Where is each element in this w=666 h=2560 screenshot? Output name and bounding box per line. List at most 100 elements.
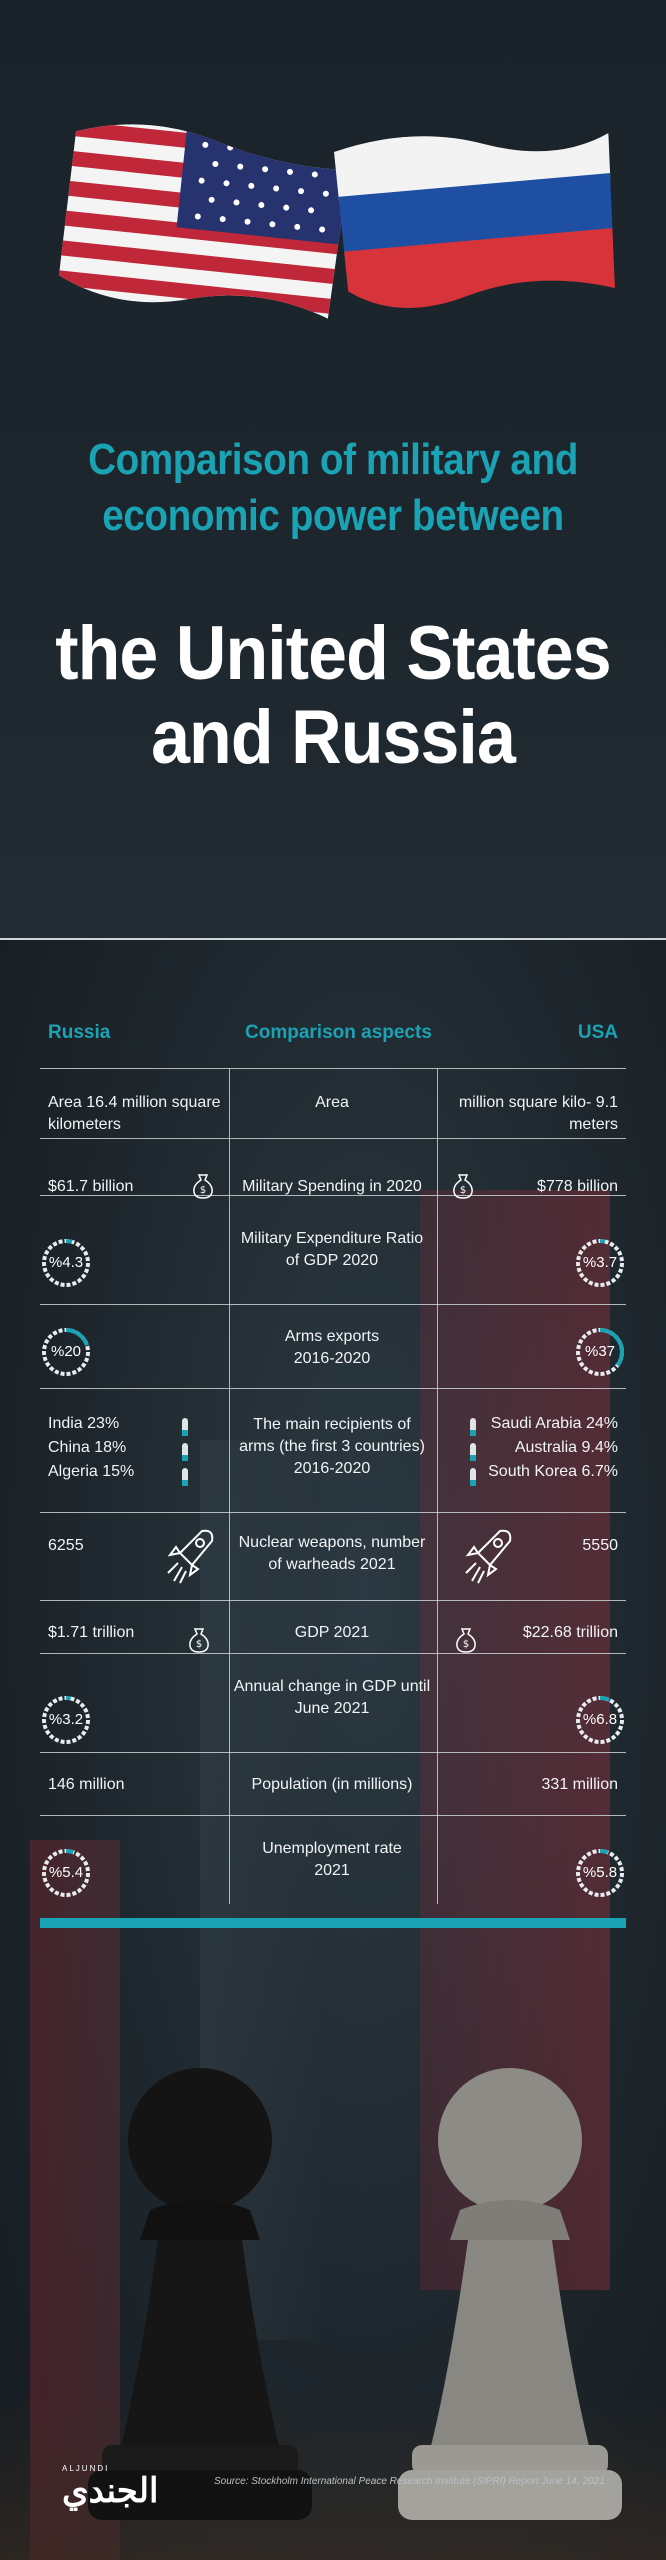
table-line [40,1138,626,1139]
table-line [40,1815,626,1816]
usa-area: million square kilo- 9.1 meters [458,1094,618,1133]
aspect-line: 2016-2020 [293,1460,371,1477]
table-line [40,1752,626,1753]
aspect-line: Arms exports [284,1328,380,1345]
money-bag-icon: $ [189,1628,209,1653]
list-item: Algeria 15% [48,1463,135,1480]
black-pawn-icon [88,2068,312,2520]
svg-text:$: $ [460,1185,466,1196]
section-divider [0,938,666,940]
page-subtitle: the United States and Russia [27,612,640,780]
table-line [40,1068,626,1069]
russia-gdp: $1.71 trillion [48,1624,135,1641]
aljundi-logo: ALJUNDI الجندي [62,2464,158,2509]
aspect-population: Population (in millions) [251,1776,413,1793]
table-line [40,1600,626,1601]
aspect-line: The main recipients of [253,1416,411,1433]
russia-recipients-list: India 23% China 18% Algeria 15% [48,1412,228,1484]
table-line [40,1512,626,1513]
russia-arms-exports-gauge: %20 [40,1326,92,1378]
usa-military-spending: $778 billion [537,1178,618,1195]
us-flag-icon [57,117,352,323]
aspect-area: Area [315,1094,349,1111]
list-item: Australia 9.4% [514,1439,618,1456]
usa-arms-exports: %37 [584,1343,616,1360]
column-header-russia: Russia [48,1022,111,1043]
aspect-line: arms (the first 3 countries) [239,1438,425,1455]
russia-expenditure-ratio: %4.3 [48,1254,84,1271]
russia-nuclear-warheads: 6255 [48,1537,84,1554]
usa-unemployment-gauge: %5.8 [574,1847,626,1899]
usa-expenditure-ratio-gauge: %3.7 [574,1237,626,1289]
table-line [40,1304,626,1305]
usa-gdp-change: %6.8 [582,1711,618,1728]
svg-text:$: $ [196,1639,202,1650]
aspect-line: 2016-2020 [293,1350,371,1367]
rocket-icon [465,1529,512,1584]
aspect-line: Nuclear weapons, number [238,1534,426,1551]
aspect-gdp: GDP 2021 [294,1624,370,1641]
list-item: China 18% [48,1439,127,1456]
money-bag-icon: $ [193,1174,213,1199]
aspect-nuclear: Nuclear weapons, number of warheads 2021 [232,1532,432,1576]
russia-gdp-change: %3.2 [48,1711,84,1728]
white-pawn-icon [398,2068,622,2520]
usa-recipients-list: Saudi Arabia 24% Australia 9.4% South Ko… [438,1412,618,1484]
russia-area: Area 16.4 million square kilometers [48,1094,221,1133]
usa-expenditure-ratio: %3.7 [582,1254,618,1271]
russia-military-spending: $61.7 billion [48,1178,134,1195]
aspect-line: Annual change in GDP until [233,1678,431,1695]
title-line-1: Comparison of military and [88,435,578,484]
table-line [229,1068,230,1904]
title-line-2: economic power between [102,491,564,540]
rocket-icon [167,1529,214,1584]
logo-arabic-text: الجندي [62,2472,159,2510]
usa-unemployment: %5.8 [582,1864,618,1881]
table-line [40,1195,626,1196]
aspect-line: Unemployment rate [262,1840,402,1857]
russia-expenditure-ratio-gauge: %4.3 [40,1237,92,1289]
money-bag-icon: $ [453,1174,473,1199]
russia-population: 146 million [48,1776,125,1793]
list-item: South Korea 6.7% [488,1463,618,1480]
aspect-expenditure-ratio: Military Expenditure Ratio of GDP 2020 [232,1228,432,1272]
usa-gdp-change-gauge: %6.8 [574,1694,626,1746]
aspect-line: of warheads 2021 [268,1556,396,1573]
russia-flag-icon [333,119,623,314]
bullet-icon [470,1418,476,1486]
column-header-usa: USA [577,1022,618,1043]
page-title: Comparison of military and economic powe… [40,432,626,544]
russia-unemployment: %5.4 [48,1864,84,1881]
russia-arms-exports: %20 [50,1343,82,1360]
list-item: Saudi Arabia 24% [490,1415,618,1432]
aspect-line: of GDP 2020 [285,1252,379,1269]
table-line [40,1653,626,1654]
aspect-military-spending: Military Spending in 2020 [242,1178,422,1195]
table-line [40,1388,626,1389]
money-bag-icon: $ [456,1628,476,1653]
aspect-line: June 2021 [294,1700,370,1717]
russia-gdp-change-gauge: %3.2 [40,1694,92,1746]
usa-gdp: $22.68 trillion [522,1624,618,1641]
column-header-aspects: Comparison aspects [245,1022,432,1043]
subtitle-line-2: and Russia [151,695,516,780]
svg-text:$: $ [463,1639,469,1650]
aspect-line: Military Expenditure Ratio [240,1230,424,1247]
russia-unemployment-gauge: %5.4 [40,1847,92,1899]
usa-population: 331 million [541,1776,618,1793]
svg-text:$: $ [200,1185,206,1196]
subtitle-line-1: the United States [55,611,611,696]
table-line [437,1068,438,1904]
aspect-arms-exports: Arms exports 2016-2020 [232,1326,432,1370]
source-note: Source: Stockholm International Peace Re… [214,2476,605,2487]
aspect-gdp-change: Annual change in GDP until June 2021 [232,1676,432,1720]
list-item: India 23% [48,1415,120,1432]
usa-nuclear-warheads: 5550 [582,1537,618,1554]
aspect-recipients: The main recipients of arms (the first 3… [232,1414,432,1480]
bullet-icon [182,1418,188,1486]
aspect-line: 2021 [314,1862,350,1879]
usa-arms-exports-gauge: %37 [574,1326,626,1378]
table-footer-bar [40,1918,626,1928]
logo-small-text: ALJUNDI [62,2464,110,2473]
aspect-unemployment: Unemployment rate 2021 [232,1838,432,1882]
